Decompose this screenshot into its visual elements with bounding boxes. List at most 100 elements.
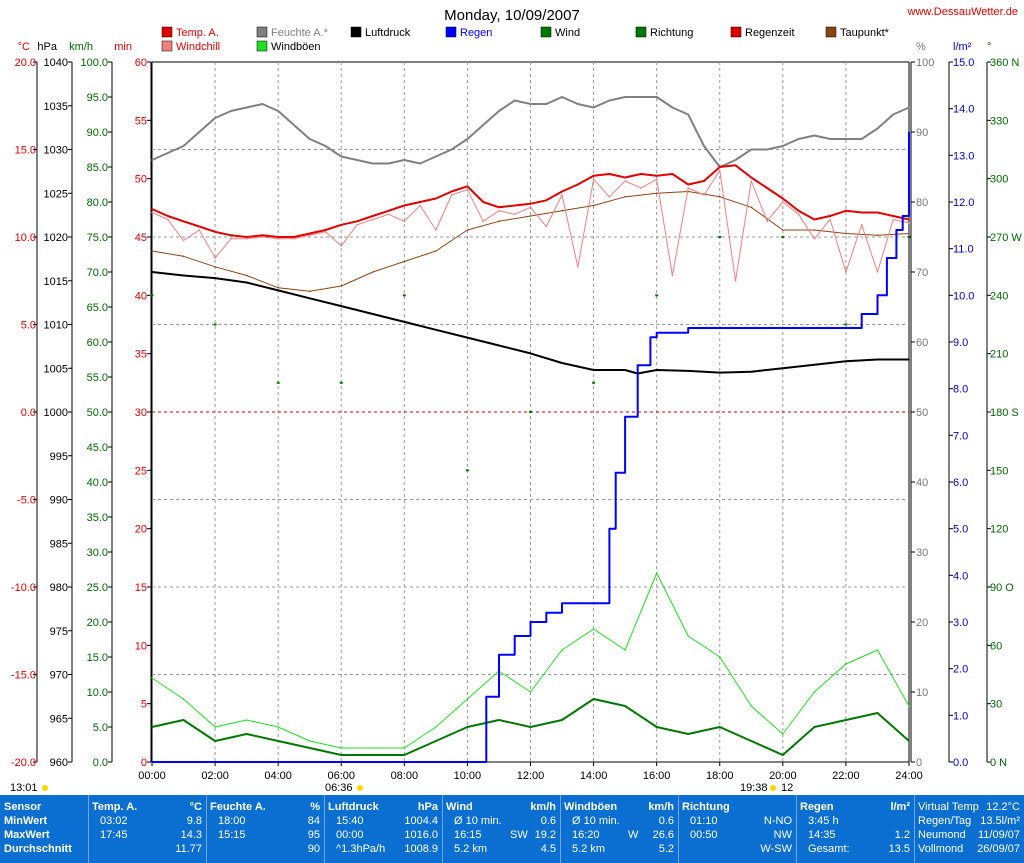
- data-point: [435, 329, 437, 331]
- direction-point: [907, 236, 911, 238]
- sun-icon: [42, 785, 48, 791]
- axis-unit: °C: [18, 41, 30, 53]
- data-point: [734, 280, 737, 282]
- data-point: [403, 220, 406, 223]
- axis-tick-label: 5: [141, 699, 147, 711]
- axis-tick-label: 25.0: [87, 582, 108, 594]
- data-point: [308, 232, 311, 235]
- summary-title: Wind: [446, 801, 473, 813]
- summary-cell-time: Ø 10 min.: [454, 815, 502, 827]
- data-point: [308, 138, 311, 140]
- axis-tick-label: 15.0: [87, 652, 108, 664]
- summary-title: Temp. A.: [92, 801, 138, 813]
- data-point: [655, 175, 658, 177]
- data-point: [636, 364, 639, 367]
- data-point: [340, 155, 343, 158]
- axis-tick-label: 0.0: [21, 407, 36, 419]
- data-point: [261, 234, 264, 237]
- data-point: [655, 331, 658, 334]
- site-link[interactable]: www.DessauWetter.de: [907, 6, 1018, 18]
- axis-tick-label: 270 W: [990, 232, 1022, 244]
- axis-tick-label: 50.0: [87, 407, 108, 419]
- summary-cell-value: W-SW: [760, 843, 792, 855]
- data-point: [561, 649, 563, 651]
- data-point: [813, 726, 816, 728]
- data-point: [372, 313, 374, 315]
- summary-cell-value: 4.5: [540, 843, 556, 855]
- axis-tick-label: 50: [916, 407, 928, 419]
- data-point: [308, 290, 311, 293]
- axis-tick-label: 90.0: [87, 127, 108, 139]
- data-point: [876, 127, 879, 130]
- axis-tick-label: 20.0: [87, 617, 108, 629]
- direction-point: [592, 381, 596, 384]
- series-feuchte-a: [151, 96, 910, 168]
- summary-row-label: MaxWert: [4, 829, 50, 841]
- data-point: [608, 173, 611, 175]
- axis-tick-label: 60.0: [87, 337, 108, 349]
- data-point: [450, 194, 453, 196]
- data-point: [782, 733, 784, 735]
- summary-header: Feuchte A.%: [210, 800, 320, 814]
- summary-col-temp: Temp. A. °C 03:02 9.8 17:45 14.3 11.77: [88, 795, 207, 863]
- data-point: [655, 96, 658, 98]
- data-point: [845, 232, 847, 235]
- data-point: [466, 698, 469, 700]
- axis-tick-label: 300: [990, 174, 1008, 186]
- summary-header: Richtung: [682, 800, 792, 814]
- summary-extra-row: Neumond 11/09/07: [918, 828, 1020, 842]
- data-point: [886, 257, 888, 259]
- axis-tick-label: 4.0: [953, 570, 968, 582]
- summary-title: Windböen: [564, 801, 618, 813]
- data-point: [719, 166, 721, 168]
- data-point: [845, 360, 847, 363]
- data-point: [592, 698, 595, 700]
- data-point: [687, 113, 689, 116]
- axis-tick-label: 3.0: [953, 617, 968, 629]
- direction-point: [465, 469, 469, 472]
- summary-header: Wind km/h: [446, 800, 556, 814]
- axis-tick-label: 55.0: [87, 372, 108, 384]
- data-point: [245, 238, 248, 240]
- data-point: [387, 210, 390, 212]
- data-point: [782, 145, 784, 147]
- data-point: [908, 218, 910, 221]
- data-point: [860, 313, 863, 315]
- summary-cell-row: 5.2 km 4.5: [446, 842, 556, 856]
- data-point: [545, 199, 548, 202]
- axis-tick-label: 100: [916, 57, 934, 69]
- axis-tick-label: 70: [916, 267, 928, 279]
- data-point: [687, 733, 689, 735]
- data-point: [592, 106, 595, 109]
- data-point: [372, 754, 374, 756]
- axis-tick-label: 10: [135, 640, 147, 652]
- data-point: [750, 327, 753, 329]
- axis-tick-label: 45: [135, 232, 147, 244]
- data-point: [719, 327, 721, 329]
- axis-tick-label: 10.0: [87, 687, 108, 699]
- data-point: [908, 222, 910, 224]
- legend-swatch: [825, 26, 837, 38]
- x-tick-label: 22:00: [832, 770, 860, 782]
- data-point: [435, 726, 437, 728]
- data-point: [167, 215, 169, 217]
- summary-cell-time: ^1.3hPa/h: [336, 843, 386, 855]
- legend-label: Windböen: [271, 41, 321, 53]
- data-point: [245, 719, 248, 721]
- data-point: [908, 705, 910, 707]
- data-point: [592, 369, 595, 371]
- axis-tick-label: 55: [135, 115, 147, 127]
- data-point: [498, 206, 500, 209]
- summary-cell-row: 16:15 SW 19.2: [446, 828, 556, 842]
- axis-tick-label: 40: [135, 290, 147, 302]
- summary-extra-value: 12.2°C: [986, 801, 1020, 813]
- summary-cell-time: 16:15: [454, 829, 482, 841]
- data-point: [214, 117, 216, 119]
- summary-cell-value: 95: [307, 829, 320, 841]
- data-point: [782, 201, 784, 203]
- data-point: [845, 327, 847, 329]
- data-point: [750, 705, 753, 707]
- axis-tick-label: 11.0: [953, 244, 974, 256]
- data-point: [450, 148, 453, 151]
- axis-tick-label: 330: [990, 115, 1008, 127]
